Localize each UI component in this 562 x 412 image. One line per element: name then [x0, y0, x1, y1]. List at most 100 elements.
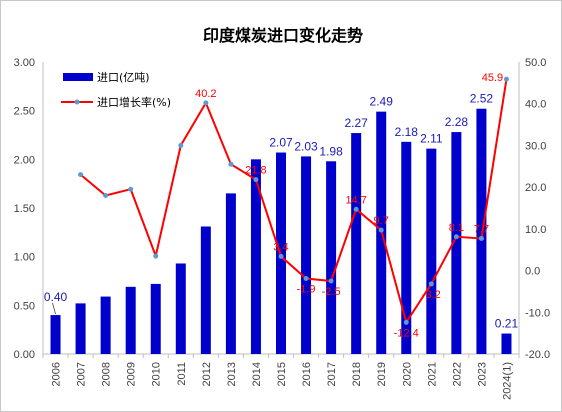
bar: [175, 263, 186, 354]
bar: [125, 286, 136, 354]
y-left-tick-label: 3.00: [14, 57, 35, 69]
x-tick-label: 2024(1): [501, 362, 513, 400]
bar: [150, 283, 161, 354]
bar-value-label: 0.40: [44, 290, 68, 304]
x-tick-label: 2017: [326, 362, 338, 386]
bar: [451, 132, 462, 354]
line-point: [228, 161, 234, 167]
line-value-label: 9.7: [374, 215, 389, 227]
line-point: [478, 235, 484, 241]
line-value-label: -2.5: [322, 286, 341, 298]
legend-bar-swatch: [63, 73, 93, 81]
line-point: [353, 206, 359, 212]
y-right-tick-label: 30.0: [525, 140, 546, 152]
x-tick-label: 2011: [176, 362, 188, 386]
line-value-label: -3.2: [422, 289, 441, 301]
y-left-tick-label: 2.50: [14, 106, 35, 118]
y-right-tick-label: 20.0: [525, 182, 546, 194]
line-value-label: 7.7: [474, 223, 489, 235]
y-right-tick-label: -20.0: [525, 349, 550, 361]
line-point: [378, 227, 384, 233]
x-tick-label: 2007: [76, 362, 88, 386]
bar-value-label: 2.11: [420, 132, 443, 146]
y-right-tick-label: 40.0: [525, 99, 546, 111]
bar: [200, 226, 211, 354]
legend: 进口(亿吨) 进口增长率(%): [61, 71, 171, 109]
y-right-tick-label: -10.0: [525, 307, 550, 319]
line-value-label: 8.1: [449, 222, 464, 234]
line-value-label: -1.9: [297, 283, 316, 295]
y-left-tick-label: 0.00: [14, 349, 35, 361]
bar-value-label: 2.28: [445, 115, 469, 129]
line-point: [403, 319, 409, 325]
data-labels: 0.40 2.07 2.03 1.982.272.49 2.18 2.112.282.52…: [44, 72, 519, 339]
x-tick-label: 2022: [451, 362, 463, 386]
x-tick-label: 2009: [126, 362, 138, 386]
line-point: [503, 76, 509, 82]
y-left-tick-label: 2.00: [14, 154, 35, 166]
line-point: [278, 253, 284, 259]
line-series: [78, 76, 509, 325]
bar: [426, 148, 437, 354]
x-tick-label: 2013: [226, 362, 238, 386]
bar-value-label: 1.98: [319, 144, 343, 158]
line-value-label: 40.2: [195, 88, 216, 100]
bar: [476, 108, 487, 354]
line-value-label: 3.4: [273, 241, 288, 253]
line-value-label: 45.9: [482, 72, 503, 84]
line-value-label: 21.8: [245, 165, 266, 177]
legend-line-label: 进口增长率(%): [97, 95, 171, 109]
line-point: [103, 192, 109, 198]
line-point: [253, 177, 259, 183]
y-right-tick-label: 50.0: [525, 57, 546, 69]
x-tick-label: 2015: [276, 362, 288, 386]
y-left-tick-label: 0.50: [14, 300, 35, 312]
bar: [225, 193, 236, 354]
x-tick-label: 2006: [51, 362, 63, 386]
y-right-tick-label: 0.0: [525, 266, 540, 278]
y-left-tick-label: 1.50: [14, 203, 35, 215]
bar-value-label: 0.21: [495, 317, 519, 331]
line-point: [328, 278, 334, 284]
y-right-tick-label: 10.0: [525, 224, 546, 236]
x-tick-label: 2023: [476, 362, 488, 386]
bar: [301, 156, 312, 354]
bar-value-label: 2.27: [344, 116, 368, 130]
bar-label-leader: [52, 302, 56, 315]
bar-value-label: 2.03: [294, 139, 318, 153]
line-point: [453, 234, 459, 240]
line-point: [153, 253, 159, 259]
x-tick-label: 2016: [301, 362, 313, 386]
legend-line-marker: [74, 99, 80, 105]
bar-value-label: 2.49: [370, 95, 394, 109]
line-value-label: 14.7: [345, 194, 366, 206]
bar: [250, 159, 261, 354]
x-tick-label: 2019: [376, 362, 388, 386]
bar: [50, 315, 61, 354]
bar: [401, 141, 412, 354]
line-value-label: -12.4: [394, 327, 419, 339]
line-point: [78, 172, 84, 178]
bar: [75, 303, 86, 354]
bar-value-label: 2.52: [470, 92, 494, 106]
line-point: [303, 275, 309, 281]
axes: 0.00 0.50 1.00 1.50 2.00 2.50 3.00 -20.0 -10.0 0.…: [14, 57, 551, 400]
x-tick-label: 2020: [401, 362, 413, 386]
x-tick-label: 2021: [426, 362, 438, 386]
x-tick-label: 2008: [101, 362, 113, 386]
line-point: [428, 281, 434, 287]
legend-bar-label: 进口(亿吨): [97, 71, 150, 84]
bar-value-label: 2.07: [269, 136, 293, 150]
bar: [501, 333, 512, 354]
x-tick-label: 2012: [201, 362, 213, 386]
chart-title: 印度煤炭进口变化走势: [203, 26, 363, 45]
x-tick-label: 2010: [151, 362, 163, 386]
bar: [100, 296, 111, 354]
bar: [351, 133, 362, 354]
x-tick-label: 2014: [251, 362, 263, 386]
growth-line: [79, 78, 508, 325]
x-tick-label: 2018: [351, 362, 363, 386]
y-left-tick-label: 1.00: [14, 252, 35, 264]
